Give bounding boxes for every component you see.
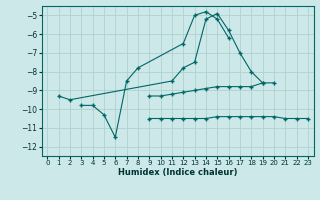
X-axis label: Humidex (Indice chaleur): Humidex (Indice chaleur): [118, 168, 237, 177]
